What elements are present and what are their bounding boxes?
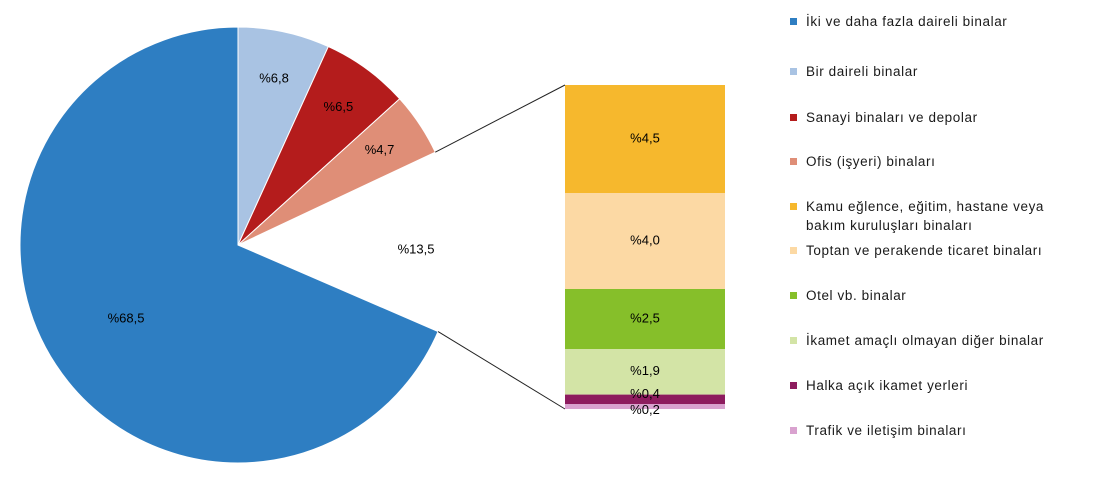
bar-data-label: %2,5 <box>630 310 660 325</box>
legend-label: Ofis (işyeri) binaları <box>806 154 936 169</box>
connector-line-bottom <box>437 331 566 410</box>
legend-swatch <box>790 292 797 299</box>
legend-label: Toptan ve perakende ticaret binaları <box>806 243 1043 258</box>
bar-segment-ikamet-amacli-olmayan-diger-binalar <box>565 349 725 395</box>
bar-group <box>565 85 725 409</box>
legend-swatch <box>790 427 797 434</box>
bar-data-label: %0,2 <box>630 402 660 417</box>
pie-data-label: %13,5 <box>398 241 435 256</box>
bar-segment-kamu-eglence-egitim-hastane-veya-bakim-kuruluslari-binalari <box>565 85 725 193</box>
legend-swatch <box>790 203 797 210</box>
legend-label: İkamet amaçlı olmayan diğer binalar <box>806 333 1044 348</box>
legend-item: Trafik ve iletişim binaları <box>790 421 967 440</box>
legend-label: Kamu eğlence, eğitim, hastane veya bakım… <box>806 199 1045 233</box>
legend-label: İki ve daha fazla daireli binalar <box>806 14 1008 29</box>
legend-swatch <box>790 158 797 165</box>
legend-item: İki ve daha fazla daireli binalar <box>790 12 1007 31</box>
bar-segment-otel-vb-binalar <box>565 289 725 349</box>
pie-data-label: %68,5 <box>108 310 145 325</box>
legend-label: Halka açık ikamet yerleri <box>806 378 969 393</box>
legend-item: Sanayi binaları ve depolar <box>790 108 978 127</box>
legend-item: Otel vb. binalar <box>790 286 906 305</box>
bar-data-label: %4,0 <box>630 232 660 247</box>
pie-data-label: %6,5 <box>324 99 354 114</box>
legend-swatch <box>790 247 797 254</box>
pie-data-label: %6,8 <box>259 70 289 85</box>
bar-segment-trafik-ve-iletisim-binalari <box>565 404 725 409</box>
pie-data-label: %4,7 <box>365 142 395 157</box>
bar-data-label: %4,5 <box>630 130 660 145</box>
connector-line-top <box>435 84 566 153</box>
legend-label: Sanayi binaları ve depolar <box>806 110 978 125</box>
legend-swatch <box>790 114 797 121</box>
legend-item: İkamet amaçlı olmayan diğer binalar <box>790 331 1044 350</box>
connector-group <box>435 84 566 410</box>
pie-slice-diger <box>238 152 456 332</box>
legend-swatch <box>790 18 797 25</box>
legend-label: Trafik ve iletişim binaları <box>806 423 967 438</box>
legend-swatch <box>790 337 797 344</box>
bar-data-label: %1,9 <box>630 363 660 378</box>
label-group: %68,5 %6,8 %6,5 %4,7 %13,5 %4,5 %4,0 %2,5 %1,9 %0… <box>108 70 660 417</box>
legend-item: Kamu eğlence, eğitim, hastane veya bakım… <box>790 197 1044 235</box>
bar-data-label: %0,4 <box>630 386 660 401</box>
legend-item: Halka açık ikamet yerleri <box>790 376 968 395</box>
pie-slice-iki-ve-daha-fazla-daireli-binalar <box>19 26 439 464</box>
legend-swatch <box>790 68 797 75</box>
legend-swatch <box>790 382 797 389</box>
bar-segment-halka-acik-ikamet-yerleri <box>565 394 725 405</box>
bar-segment-toptan-ve-perakende-ticaret-binalari <box>565 193 725 289</box>
legend-label: Bir daireli binalar <box>806 64 918 79</box>
legend-label: Otel vb. binalar <box>806 288 907 303</box>
legend-item: Toptan ve perakende ticaret binaları <box>790 241 1042 260</box>
legend-item: Bir daireli binalar <box>790 62 918 81</box>
pie-group <box>19 26 456 464</box>
legend-item: Ofis (işyeri) binaları <box>790 152 935 171</box>
